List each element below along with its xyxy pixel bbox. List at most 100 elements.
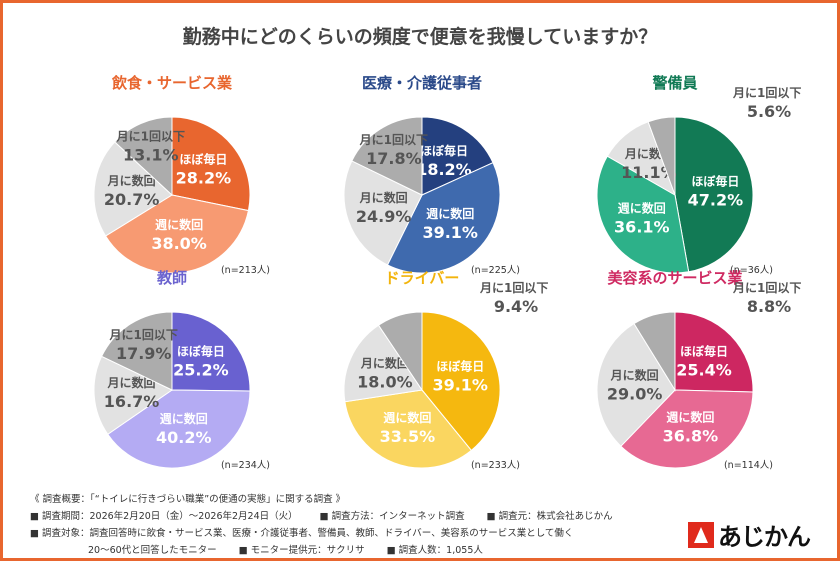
pie-slice (343, 160, 423, 266)
slice-value-label: 18.0% (357, 373, 413, 392)
slice-category-label: 月に1回以下 (732, 281, 801, 295)
pie-slice (93, 141, 173, 237)
slice-category-label: 月に数回 (359, 190, 408, 205)
pie-slice (107, 389, 251, 469)
slice-value-label: 25.2% (173, 361, 229, 380)
slice-value-label: 17.8% (366, 149, 422, 168)
slice-category-label: 月に1回以下 (116, 129, 185, 143)
footer-source: ■ 調査元：株式会社あじかん (486, 511, 613, 522)
slice-category-label: 週に数回 (426, 206, 474, 221)
slice-value-label: 9.4% (494, 297, 538, 316)
slice-category-label: 週に数回 (666, 410, 714, 425)
pie-slice (100, 311, 173, 391)
footer-target: ■ 調査対象：調査回答時に飲食・サービス業、医療・介護従事者、警備員、教師、ドラ… (30, 528, 574, 539)
chart-title: 警備員 (651, 74, 697, 92)
slice-category-label: 月に数回 (610, 368, 659, 383)
pie-slice (93, 355, 173, 435)
survey-footer: 《 調査概要：「“トイレに行きづらい職業”の便通の実態」に関する調査 》 ■ 調… (30, 491, 635, 559)
pie-slice (421, 311, 501, 452)
slice-value-label: 28.2% (176, 168, 232, 187)
slice-value-label: 47.2% (688, 190, 744, 209)
slice-value-label: 17.9% (116, 344, 172, 363)
chart-title: 美容系のサービス業 (607, 269, 743, 287)
sample-size-label: (n=114人) (724, 460, 773, 471)
pie-slice (344, 389, 473, 469)
slice-value-label: 20.7% (104, 190, 160, 209)
pie-slice (114, 116, 173, 197)
pie-slice (386, 162, 501, 274)
slice-category-label: 月に1回以下 (359, 133, 428, 147)
slice-value-label: 11.1% (621, 163, 677, 182)
pie-slice (674, 311, 754, 393)
slice-category-label: 月に数回 (360, 356, 409, 371)
page-title: 勤務中にどのくらいの頻度で便意を我慢していますか？ (182, 26, 658, 48)
slice-category-label: ほぼ毎日 (680, 344, 728, 359)
slice-value-label: 18.2% (416, 160, 472, 179)
chart-title: 飲食・サービス業 (111, 74, 233, 92)
slice-category-label: 週に数回 (160, 411, 208, 426)
sample-size-label: (n=234人) (221, 460, 270, 471)
slice-value-label: 36.1% (614, 217, 670, 236)
sample-size-label: (n=213人) (221, 265, 270, 276)
sample-size-label: (n=225人) (471, 265, 520, 276)
slice-category-label: 月に数回 (107, 173, 156, 188)
slice-category-label: 月に1回以下 (732, 86, 801, 100)
pie-slice (647, 116, 676, 196)
slice-value-label: 5.6% (747, 102, 791, 121)
slice-category-label: 週に数回 (618, 200, 666, 215)
slice-value-label: 24.9% (356, 207, 412, 226)
logo-text: あじかん (718, 523, 811, 551)
logo: あじかん (688, 517, 811, 552)
slice-value-label: 39.1% (432, 375, 488, 394)
slice-category-label: 月に1回以下 (479, 281, 548, 295)
pie-chart-2: 警備員ほぼ毎日47.2%週に数回36.1%月に数回11.1%月に1回以下5.6%… (596, 74, 801, 276)
footer-period: ■ 調査期間：2026年2月20日（金）～2026年2月24日（火） (30, 511, 298, 522)
slice-value-label: 16.7% (104, 392, 160, 411)
slice-category-label: 週に数回 (383, 410, 431, 425)
slice-category-label: ほぼ毎日 (420, 143, 468, 158)
pie-slice (596, 155, 690, 274)
footer-heading: 《 調査概要：「“トイレに行きづらい職業”の便通の実態」に関する調査 》 (30, 494, 346, 505)
slice-category-label: 月に数回 (107, 375, 156, 390)
logo-mark-icon (688, 521, 714, 548)
chart-title: ドライバー (385, 269, 460, 287)
sample-size-label: (n=36人) (730, 265, 773, 276)
slice-value-label: 29.0% (607, 385, 663, 404)
pie-slice (351, 116, 423, 196)
slice-category-label: ほぼ毎日 (436, 358, 484, 373)
slice-value-label: 36.8% (663, 427, 719, 446)
pie-slice (620, 389, 754, 469)
pie-slice (343, 324, 423, 403)
slice-category-label: ほぼ毎日 (691, 173, 739, 188)
sample-size-label: (n=233人) (471, 460, 520, 471)
footer-method: ■ 調査方法：インターネット調査 (319, 511, 465, 522)
chart-title: 医療・介護従事者 (362, 74, 482, 92)
slice-category-label: 月に1回以下 (109, 328, 178, 342)
pie-slice (171, 116, 251, 212)
footer-count: ■ 調査人数：1,055人 (386, 545, 483, 556)
slice-value-label: 33.5% (380, 427, 436, 446)
slice-value-label: 40.2% (156, 428, 212, 447)
slice-value-label: 25.4% (676, 361, 732, 380)
slice-category-label: ほぼ毎日 (177, 344, 225, 359)
pie-slice (171, 311, 251, 392)
slice-category-label: 週に数回 (155, 217, 203, 232)
pie-slice (674, 116, 754, 273)
slice-value-label: 8.8% (747, 297, 791, 316)
footer-target2: 20～60代と回答したモニター (88, 545, 217, 556)
slice-value-label: 39.1% (422, 223, 478, 242)
pie-slice (377, 311, 423, 392)
slice-value-label: 38.0% (151, 234, 207, 253)
pie-slice (633, 311, 676, 392)
slice-value-label: 13.1% (123, 145, 179, 164)
chart-title: 教師 (156, 269, 187, 287)
pie-slice (421, 116, 494, 196)
pie-slice (596, 322, 676, 447)
slice-category-label: ほぼ毎日 (179, 151, 227, 166)
